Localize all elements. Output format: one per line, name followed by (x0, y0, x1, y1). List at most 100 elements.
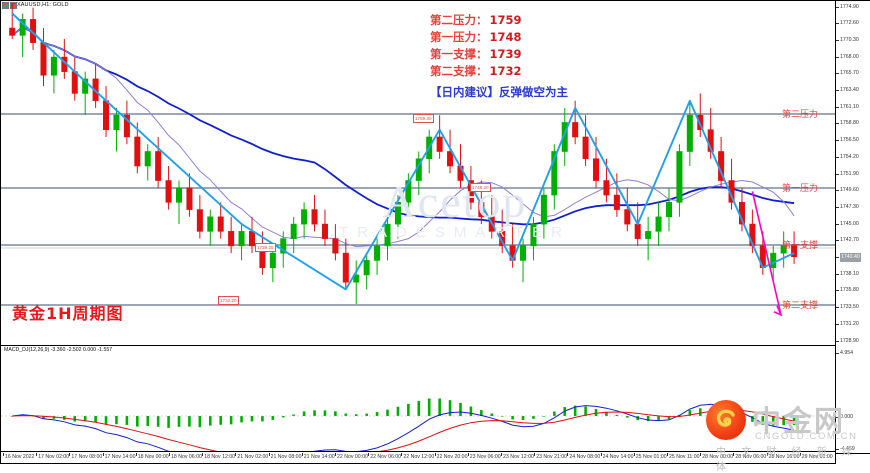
level-annotation-label: 第二支撑： (430, 64, 488, 78)
macd-histogram (10, 398, 796, 428)
level-annotation-row: 第二支撑： 1732 (430, 63, 522, 80)
price-axis-tick: 1745.00 (836, 220, 870, 229)
time-axis-tick: 16 Nov 2022 (2, 452, 34, 463)
price-axis-tick: 1770.30 (836, 36, 870, 45)
macd-signal-lines (1, 403, 835, 451)
price-axis-tick: 1733.50 (836, 303, 870, 312)
time-axis-tick: 21 Nov 14:00 (301, 452, 335, 463)
time-axis-tick: 17 Nov 02:00 (36, 452, 69, 463)
time-axis-tick: 23 Nov 06:00 (467, 452, 501, 463)
logo-name: 中金网 (752, 404, 846, 438)
price-axis-tick-label: 1745.00 (840, 220, 859, 227)
time-axis-tick: 18 Nov 12:00 (202, 452, 235, 463)
time-axis-tick: 28 Nov 06:00 (733, 452, 766, 463)
price-axis-tick-label: 1751.90 (840, 170, 859, 177)
level-line-label: 第二支撑 (782, 301, 819, 311)
price-axis-tick-label: 1765.70 (840, 70, 859, 77)
time-axis-tick: 22 Nov 20:00 (434, 452, 467, 463)
forecast-projection-line (751, 191, 783, 317)
price-axis-tick-label: 1768.00 (840, 53, 859, 60)
logo-swirl-icon (716, 409, 735, 427)
macd-indicator-label: MACD_DJ(12,26,9) -3.360 -2.502 0.000 -1.… (4, 347, 113, 353)
price-axis-tick-label: 1738.10 (840, 270, 859, 277)
price-axis-tick: 1742.70 (836, 236, 870, 245)
price-axis-tick: 1747.30 (836, 203, 870, 212)
price-axis-tick: 1768.00 (836, 53, 870, 62)
level-line-label: 第一支撑 (782, 241, 819, 251)
price-axis-tick: 1772.60 (836, 19, 870, 28)
chart-title: XAUUSD,H1: GOLD (17, 2, 69, 8)
price-axis-tick: 1740.40 (836, 253, 870, 262)
level-annotation-label: 第一压力： (430, 30, 488, 44)
price-chart-svg (1, 3, 835, 317)
price-axis-tick-label: 1758.80 (840, 120, 859, 127)
level-annotation-row: 第一支撑： 1739 (430, 46, 522, 63)
price-tag: 1739.25 (255, 243, 276, 252)
price-axis-tick-label: 1747.30 (840, 203, 859, 210)
price-axis-tick-label: 1774.90 (840, 3, 859, 10)
level-annotation-label: 第二压力： (430, 13, 488, 27)
candlestick-mode-icon[interactable] (2, 2, 9, 9)
price-axis-tick-label: 1735.80 (840, 287, 859, 294)
time-axis-tick: 23 Nov 21:00 (534, 452, 567, 463)
time-axis-tick: 29 Nov 01:00 (799, 452, 833, 463)
macd-axis-tick: 4.954 (836, 349, 870, 358)
price-axis-tick-label: 1754.20 (840, 153, 859, 160)
price-pane (1, 1, 835, 345)
level-annotation-label: 第一支撑： (430, 47, 488, 61)
price-axis-tick: 1731.20 (836, 320, 870, 329)
price-axis[interactable]: 1774.90 1772.60 1770.30 1768.00 1765.70 1763.… (836, 0, 870, 454)
price-axis-tick-label: 1728.90 (840, 337, 859, 344)
level-line-label: 第一压力 (782, 184, 819, 194)
time-axis-tick: 21 Nov 02:00 (235, 452, 268, 463)
price-tag: 1732.20 (218, 296, 239, 305)
price-axis-tick: 1756.50 (836, 136, 870, 145)
time-axis-tick: 18 Nov 00:00 (135, 452, 169, 463)
price-axis-tick-label: 1733.50 (840, 304, 859, 311)
price-axis-tick-label: 1742.70 (840, 237, 859, 244)
trading-advice-text: 【日内建议】反弹做空为主 (430, 85, 568, 99)
time-axis-tick: 28 Nov 16:00 (766, 452, 799, 463)
time-axis-tick: 23 Nov 12:00 (501, 452, 534, 463)
price-axis-tick-label: 1749.60 (840, 187, 859, 194)
level-annotation-value: 1739 (489, 47, 522, 61)
time-axis-tick: 17 Nov 14:00 (102, 452, 135, 463)
level-annotation-row: 第二压力： 1759 (430, 12, 522, 29)
chart-subtitle-cn: 黄金1H周期图 (12, 304, 124, 323)
price-axis-tick: 1735.80 (836, 286, 870, 295)
price-axis-tick: 1763.40 (836, 86, 870, 95)
macd-axis-tick: 0.000 (836, 413, 870, 422)
price-axis-tick-label: 1756.50 (840, 137, 859, 144)
time-axis-tick: 28 Nov 00:00 (700, 452, 733, 463)
zigzag-trendline (11, 12, 795, 291)
indicator-mode-icon[interactable] (10, 2, 17, 9)
price-axis-tick: 1738.10 (836, 270, 870, 279)
price-axis-tick-label: 1731.20 (840, 320, 859, 327)
time-axis-tick: 21 Nov 08:00 (268, 452, 301, 463)
price-tag: 1759.30 (413, 114, 434, 123)
chart-frame (0, 0, 836, 452)
time-axis-tick: 24 Nov 14:00 (600, 452, 633, 463)
time-axis-tick: 22 Nov 12:00 (401, 452, 434, 463)
logo-url: CNGOLD.COM.CN (755, 431, 858, 442)
price-axis-tick: 1761.10 (836, 103, 870, 112)
logo-slogan: 中 文 财 经 新 媒 体 (716, 447, 858, 473)
price-axis-tick-label: 1770.30 (840, 36, 859, 43)
slow-moving-average-line (11, 26, 795, 226)
time-axis-tick: 22 Nov 00:00 (335, 452, 368, 463)
price-tag: 1748.20 (470, 183, 491, 192)
level-line-label: 第二压力 (782, 110, 819, 120)
time-axis-tick: 17 Nov 08:00 (69, 452, 102, 463)
levels-annotation: 第二压力： 1759 第一压力： 1748 第一支撑： 1739 第二支撑： 1732 (430, 12, 522, 80)
time-axis-tick: 18 Nov 06:00 (169, 452, 202, 463)
price-axis-tick-label: 1772.60 (840, 20, 859, 27)
time-axis-tick: 24 Nov 08:00 (567, 452, 600, 463)
price-axis-tick-label: 1761.10 (840, 103, 859, 110)
site-logo: 中金网 CNGOLD.COM.CN 中 文 财 经 新 媒 体 (706, 398, 864, 473)
price-axis-tick: 1758.80 (836, 119, 870, 128)
price-axis-tick-label: 1740.40 (840, 253, 861, 262)
macd-axis-tick-label: 0.000 (840, 413, 853, 420)
price-axis-tick: 1751.90 (836, 170, 870, 179)
price-axis-tick: 1774.90 (836, 3, 870, 12)
